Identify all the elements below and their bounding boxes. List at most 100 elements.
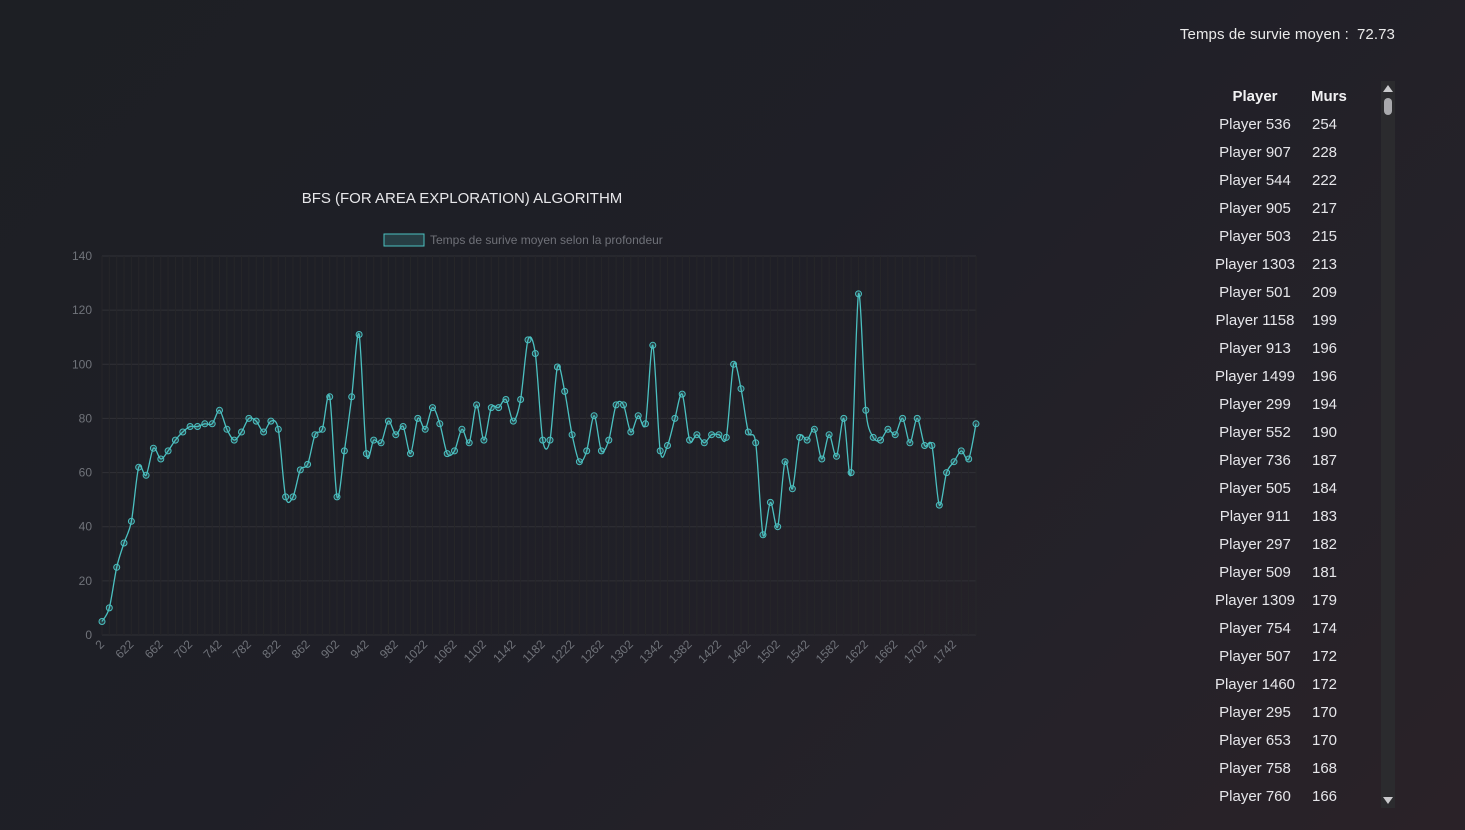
data-point[interactable] (429, 404, 436, 412)
data-point[interactable] (943, 469, 951, 477)
data-point[interactable] (664, 442, 671, 449)
data-point[interactable] (649, 341, 657, 349)
data-point[interactable] (869, 433, 877, 441)
data-point[interactable] (972, 420, 980, 428)
data-point[interactable] (752, 439, 760, 447)
data-point[interactable] (451, 447, 458, 455)
data-point[interactable] (744, 428, 752, 436)
data-point[interactable] (348, 393, 356, 401)
data-point[interactable] (443, 450, 451, 458)
data-point[interactable] (700, 439, 708, 447)
data-point[interactable] (781, 458, 789, 466)
data-point[interactable] (113, 563, 121, 571)
data-point[interactable] (274, 425, 282, 433)
legend-swatch[interactable] (383, 233, 425, 247)
data-point[interactable] (906, 439, 914, 447)
data-point[interactable] (480, 436, 488, 444)
data-point[interactable] (708, 431, 716, 439)
data-point[interactable] (524, 336, 532, 344)
data-point[interactable] (620, 401, 627, 409)
leaderboard-scrollbar[interactable] (1381, 81, 1395, 808)
data-point[interactable] (612, 401, 620, 409)
data-point[interactable] (597, 447, 605, 455)
data-point[interactable] (186, 423, 194, 430)
data-point[interactable] (583, 447, 591, 455)
data-point[interactable] (473, 401, 481, 409)
data-point[interactable] (238, 428, 245, 436)
scroll-down-arrow-icon[interactable] (1383, 797, 1393, 804)
data-point[interactable] (840, 414, 848, 422)
data-point[interactable] (171, 436, 179, 444)
data-point[interactable] (656, 447, 664, 455)
data-point[interactable] (788, 485, 796, 493)
data-point[interactable] (759, 531, 767, 539)
data-point[interactable] (201, 420, 209, 428)
leaderboard[interactable]: Player Murs Player 536 254 Player 907 228 Pl… (1204, 82, 1380, 808)
data-point[interactable] (965, 455, 973, 463)
data-point[interactable] (928, 442, 936, 449)
legend-label[interactable]: Temps de surive moyen selon la profondeu… (430, 233, 663, 247)
data-point[interactable] (267, 417, 275, 425)
data-point[interactable] (355, 331, 363, 338)
data-point[interactable] (105, 604, 113, 612)
data-point[interactable] (311, 431, 319, 439)
data-point[interactable] (921, 442, 929, 449)
data-point[interactable] (340, 447, 348, 455)
data-point[interactable] (465, 439, 473, 447)
data-point[interactable] (252, 417, 260, 425)
data-point[interactable] (913, 414, 921, 422)
data-point[interactable] (135, 463, 143, 471)
data-point[interactable] (407, 450, 414, 458)
data-point[interactable] (517, 396, 525, 403)
data-point[interactable] (326, 393, 334, 401)
data-point[interactable] (825, 431, 833, 439)
data-point[interactable] (634, 412, 642, 420)
data-point[interactable] (568, 431, 576, 439)
data-point[interactable] (862, 406, 870, 414)
data-point[interactable] (458, 425, 466, 433)
data-point[interactable] (546, 436, 554, 444)
data-point[interactable] (575, 458, 583, 466)
data-point[interactable] (957, 447, 965, 455)
data-point[interactable] (722, 433, 730, 441)
data-point[interactable] (384, 417, 392, 425)
data-point[interactable] (796, 433, 804, 441)
data-point[interactable] (98, 618, 106, 625)
data-point[interactable] (318, 425, 326, 433)
data-point[interactable] (509, 417, 517, 425)
data-point[interactable] (487, 404, 495, 412)
data-point[interactable] (282, 493, 290, 501)
data-point[interactable] (120, 539, 128, 547)
data-point[interactable] (899, 414, 907, 422)
data-point[interactable] (715, 431, 723, 439)
scroll-thumb[interactable] (1384, 98, 1392, 115)
data-point[interactable] (855, 290, 862, 298)
data-point[interactable] (627, 428, 635, 436)
data-point[interactable] (495, 404, 503, 412)
data-point[interactable] (950, 458, 958, 466)
data-point[interactable] (245, 414, 253, 422)
scroll-up-arrow-icon[interactable] (1383, 85, 1393, 92)
data-point[interactable] (392, 431, 400, 439)
data-point[interactable] (502, 396, 510, 403)
data-point[interactable] (377, 439, 385, 447)
data-point[interactable] (370, 436, 378, 444)
data-point[interactable] (737, 385, 745, 393)
data-point[interactable] (590, 412, 598, 420)
data-point[interactable] (333, 493, 341, 501)
data-point[interactable] (539, 436, 547, 444)
data-point[interactable] (847, 469, 855, 477)
data-point[interactable] (803, 436, 811, 444)
data-point[interactable] (671, 414, 679, 422)
data-point[interactable] (877, 436, 884, 444)
data-point[interactable] (531, 350, 539, 357)
data-point[interactable] (142, 471, 150, 479)
data-point[interactable] (421, 425, 429, 433)
data-point[interactable] (774, 523, 782, 531)
data-point[interactable] (362, 450, 370, 458)
data-point[interactable] (149, 444, 157, 452)
data-point[interactable] (810, 425, 818, 433)
data-point[interactable] (230, 436, 238, 444)
data-point[interactable] (414, 414, 422, 422)
data-point[interactable] (260, 428, 268, 436)
